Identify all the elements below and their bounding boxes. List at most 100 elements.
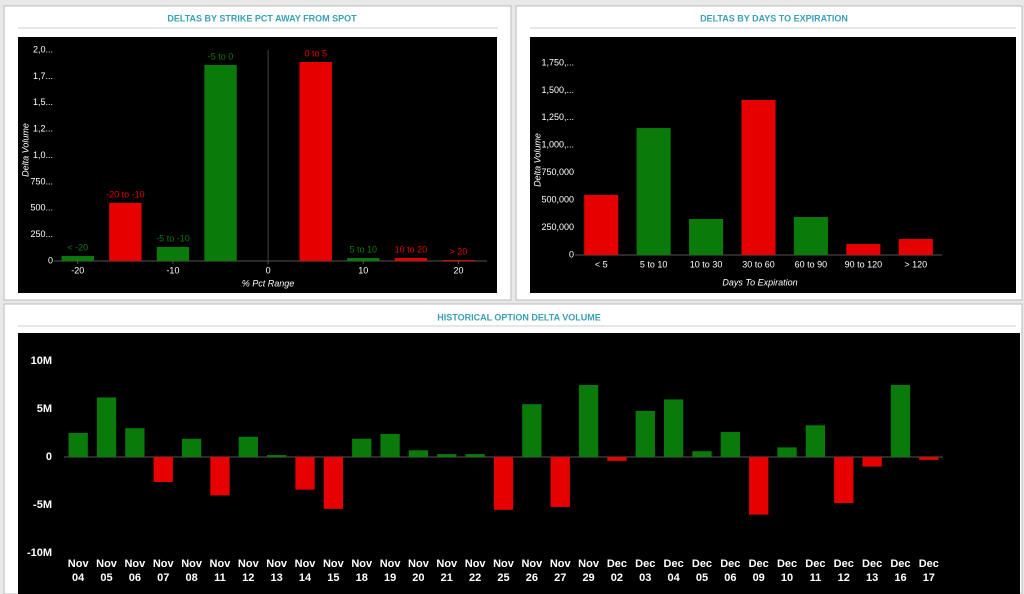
y-tick-label: 250... bbox=[30, 229, 53, 239]
chart-title: DELTAS BY STRIKE PCT AWAY FROM SPOT bbox=[167, 13, 357, 23]
y-tick-label: 1,000,... bbox=[541, 140, 574, 150]
bar bbox=[898, 238, 933, 255]
y-tick-label: 0 bbox=[46, 451, 52, 463]
x-tick-label: Nov 12 bbox=[238, 558, 260, 584]
data-label: 0 to 5 bbox=[304, 48, 327, 58]
bar bbox=[663, 399, 684, 457]
x-tick-label: Nov 13 bbox=[266, 558, 288, 584]
x-tick-label: > 120 bbox=[904, 259, 927, 269]
x-tick-label: -10 bbox=[166, 265, 179, 275]
chart-title: DELTAS BY DAYS TO EXPIRATION bbox=[700, 13, 848, 23]
bar bbox=[408, 450, 429, 457]
bar bbox=[156, 246, 190, 261]
x-tick-label: Nov 08 bbox=[181, 558, 203, 584]
x-tick-label: Dec 12 bbox=[834, 558, 854, 584]
data-label: 10 to 20 bbox=[395, 244, 428, 254]
x-tick-label: Dec 16 bbox=[890, 558, 910, 584]
data-label: > 20 bbox=[450, 246, 468, 256]
bar bbox=[153, 457, 173, 482]
y-tick-label: 1,7... bbox=[33, 71, 53, 81]
y-tick-label: 0 bbox=[48, 255, 53, 265]
bar bbox=[125, 428, 145, 457]
x-tick-label: Dec 10 bbox=[777, 558, 797, 584]
bar bbox=[777, 447, 797, 457]
x-tick-label: Dec 13 bbox=[862, 558, 882, 584]
bar bbox=[323, 457, 344, 509]
bar bbox=[689, 219, 724, 255]
bar bbox=[890, 385, 911, 457]
x-tick-label: Nov 20 bbox=[408, 558, 430, 584]
y-tick-label: 1,0... bbox=[33, 150, 53, 160]
y-tick-label: 1,500,... bbox=[541, 85, 574, 95]
y-axis-label: Delta Volume bbox=[532, 133, 542, 187]
bar bbox=[550, 457, 570, 507]
y-tick-label: 10M bbox=[31, 355, 52, 367]
bar bbox=[109, 202, 142, 261]
x-tick-label: Nov 15 bbox=[323, 558, 345, 584]
chart: -10M -5M 0 5M 10M Nov 04 Nov 05 Nov 06 Nov 07 Nov 08 No… bbox=[27, 355, 943, 584]
x-tick-label: Nov 22 bbox=[465, 558, 487, 584]
x-tick-label: Nov 21 bbox=[436, 558, 458, 584]
x-tick-label: Nov 11 bbox=[210, 558, 232, 584]
x-tick-label: < 5 bbox=[595, 259, 608, 269]
y-tick-label: 500,000 bbox=[541, 195, 574, 205]
bar bbox=[96, 397, 117, 457]
y-tick-label: -10M bbox=[27, 547, 52, 559]
x-tick-label: Dec 17 bbox=[919, 558, 939, 584]
y-tick-label: 750... bbox=[30, 176, 53, 186]
x-tick-label: Nov 19 bbox=[380, 558, 402, 584]
x-tick-label: 30 to 60 bbox=[742, 259, 775, 269]
bar bbox=[919, 457, 939, 460]
bar bbox=[862, 457, 882, 467]
x-tick-label: Nov 25 bbox=[493, 558, 515, 584]
x-tick-label: 20 bbox=[453, 265, 463, 275]
bar bbox=[380, 433, 400, 457]
x-tick-label: Dec 02 bbox=[607, 558, 627, 584]
bar bbox=[578, 385, 599, 457]
bar bbox=[437, 454, 457, 457]
y-tick-label: 1,250,... bbox=[541, 112, 574, 122]
data-label: 5 to 10 bbox=[350, 244, 378, 254]
x-axis-label: % Pct Range bbox=[242, 278, 295, 288]
x-tick-label: Nov 05 bbox=[96, 558, 118, 584]
bar bbox=[834, 457, 854, 504]
x-tick-label: Nov 26 bbox=[521, 558, 543, 584]
y-tick-label: 1,5... bbox=[33, 97, 53, 107]
chart-title: HISTORICAL OPTION DELTA VOLUME bbox=[437, 312, 601, 322]
x-tick-label: Dec 03 bbox=[635, 558, 655, 584]
x-tick-label: Nov 18 bbox=[351, 558, 373, 584]
chart: 0 250... 500... 750... 1,0... 1,2... 1,5... 1,7… bbox=[30, 44, 487, 275]
y-tick-label: 1,750,... bbox=[541, 57, 574, 67]
bar bbox=[692, 451, 712, 457]
x-tick-label: 5 to 10 bbox=[640, 259, 668, 269]
x-tick-label: Nov 27 bbox=[550, 558, 572, 584]
y-tick-label: 250,000 bbox=[541, 222, 574, 232]
data-label: -5 to 0 bbox=[208, 51, 234, 61]
x-tick-label: Dec 04 bbox=[664, 558, 684, 584]
x-tick-label: 10 bbox=[358, 265, 368, 275]
bar bbox=[299, 62, 332, 261]
bar bbox=[210, 457, 230, 496]
bar bbox=[793, 217, 828, 255]
bar bbox=[636, 128, 671, 255]
plot-area bbox=[18, 37, 497, 293]
x-tick-label: Dec 11 bbox=[805, 558, 825, 584]
bar bbox=[635, 410, 655, 457]
x-tick-label: Dec 05 bbox=[692, 558, 712, 584]
bar bbox=[442, 259, 475, 261]
x-tick-label: Nov 14 bbox=[295, 558, 317, 584]
chart: 0 250,000 500,000 750,000 1,000,... 1,250,...… bbox=[541, 57, 942, 269]
bar bbox=[584, 194, 619, 255]
bar bbox=[181, 438, 202, 457]
y-tick-label: 5M bbox=[37, 403, 52, 415]
y-tick-label: 750,000 bbox=[541, 167, 574, 177]
x-tick-label: Nov 06 bbox=[124, 558, 146, 584]
bar bbox=[347, 258, 380, 261]
data-label: < -20 bbox=[67, 242, 88, 252]
bar bbox=[204, 64, 237, 261]
y-axis-label: Delta Volume bbox=[20, 123, 30, 177]
bar bbox=[493, 457, 514, 510]
y-tick-label: -5M bbox=[33, 499, 52, 511]
bar bbox=[846, 244, 881, 255]
